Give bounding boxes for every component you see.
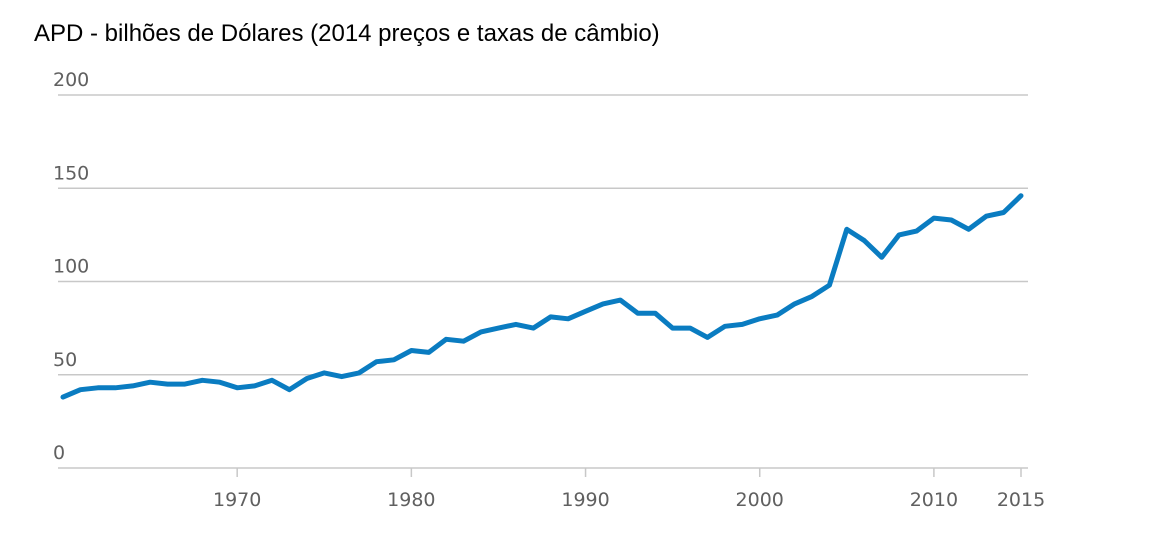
series-line: [60, 193, 1024, 400]
y-tick-label: 200: [53, 69, 89, 91]
x-tick-label: 1970: [213, 489, 261, 511]
x-tick-label: 2000: [736, 489, 784, 511]
x-tick-label: 2015: [997, 489, 1045, 511]
gridlines: [58, 94, 1028, 376]
chart-title: APD - bilhões de Dólares (2014 preços e …: [34, 20, 660, 47]
y-tick-label: 150: [53, 162, 89, 184]
y-axis-tick-labels: 0 50 100 150 200: [53, 69, 89, 464]
x-tick-label: 1990: [561, 489, 609, 511]
y-tick-label: 50: [53, 349, 77, 371]
x-tick-label: 1980: [387, 489, 435, 511]
y-tick-label: 100: [53, 256, 89, 278]
x-axis: 1970 1980 1990 2000 2010 2015: [58, 467, 1045, 511]
y-tick-label: 0: [53, 442, 65, 464]
x-tick-label: 2010: [910, 489, 958, 511]
series-layer: [60, 193, 1024, 400]
